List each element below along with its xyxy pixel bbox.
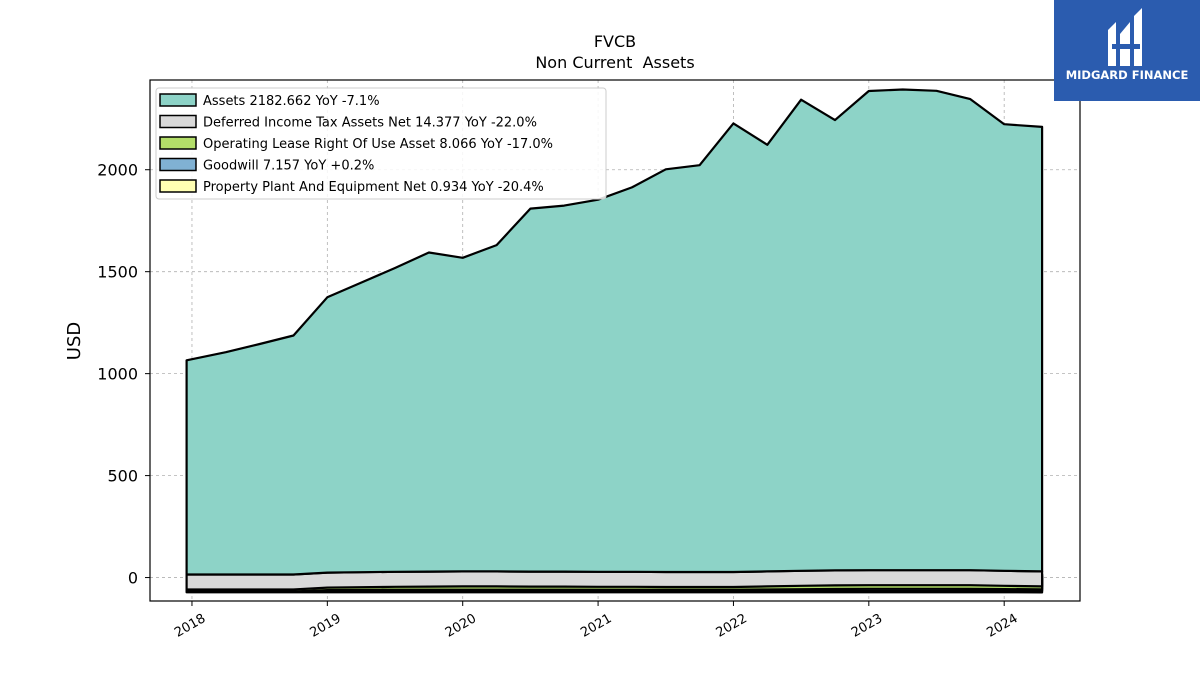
legend-swatch [159,179,197,193]
x-tick-label: 2019 [308,611,344,641]
chart-title: FVCB [594,32,636,51]
legend: Assets 2182.662 YoY -7.1% Deferred Income… [155,87,607,200]
legend-swatch [159,136,197,150]
series-area [185,88,1044,576]
legend-swatch [159,93,197,107]
series-layer [185,88,1044,594]
legend-label: Property Plant And Equipment Net 0.934 Y… [203,180,544,195]
chart-subtitle: Non Current Assets [535,53,694,72]
legend-box [155,87,607,200]
x-tick-label: 2022 [714,611,750,641]
x-axis: 2018 2019 2020 2021 2022 2023 2024 [172,601,1021,641]
x-tick-label: 2023 [849,611,885,641]
legend-swatch [159,157,197,172]
x-tick-label: 2021 [578,611,614,641]
y-tick-label: 2000 [97,161,138,180]
plot-frame [149,79,1081,602]
legend-swatch [159,114,197,129]
y-tick-label: 1000 [97,365,138,384]
legend-label: Goodwill 7.157 YoY +0.2% [203,159,374,174]
legend-label: Deferred Income Tax Assets Net 14.377 Yo… [203,116,537,131]
x-tick-label: 2018 [172,611,208,641]
legend-label: Assets 2182.662 YoY -7.1% [203,94,380,109]
x-tick-label: 2020 [443,611,479,641]
y-tick-label: 1500 [97,263,138,282]
y-tick-label: 0 [128,569,138,588]
y-axis: 0 500 1000 1500 2000 [97,161,150,588]
x-tick-label: 2024 [984,611,1020,641]
y-tick-label: 500 [107,467,138,486]
brand-name: MIDGARD FINANCE [1065,68,1189,82]
brand-logo: MIDGARD FINANCE [1054,0,1200,101]
y-axis-label: USD [64,322,85,360]
logo-mark-icon [1108,8,1142,66]
legend-label: Operating Lease Right Of Use Asset 8.066… [203,137,553,152]
